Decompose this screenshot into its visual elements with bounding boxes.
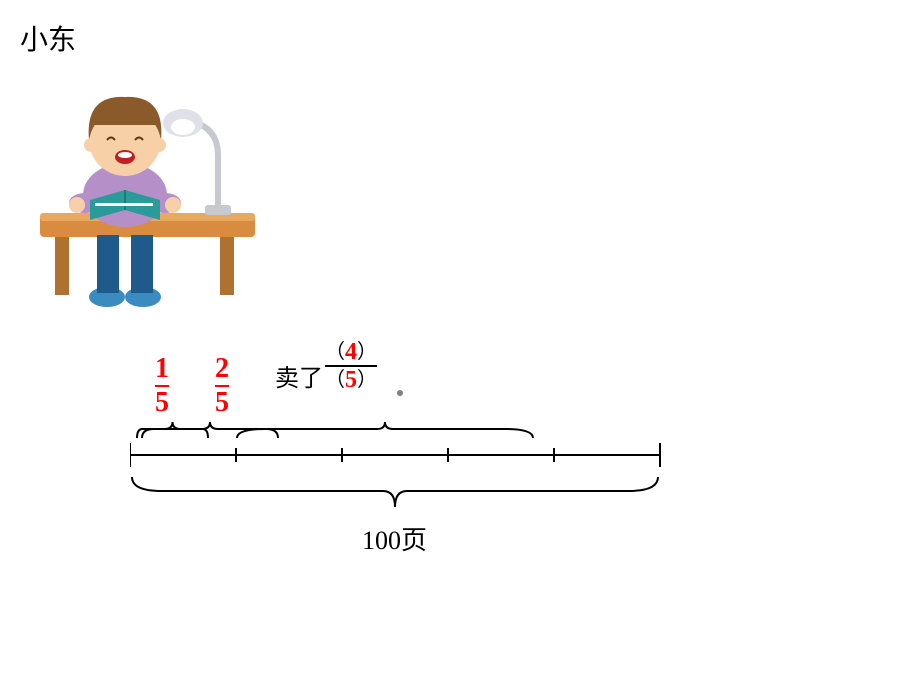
read-label: 卖了 [275,358,323,393]
left-paren: （ [325,370,345,390]
fraction-numerator: 2 [215,355,229,383]
fraction-denominator: 5 [155,389,169,417]
center-dot [397,390,403,396]
result-denominator-row: （ 5 ） [325,368,377,392]
result-denominator: 5 [345,368,357,392]
left-paren: （ [325,342,345,362]
right-paren: ） [357,370,377,390]
result-fraction: （ 4 ） （ 5 ） [325,340,377,392]
right-paren: ） [357,342,377,362]
fraction-denominator: 5 [215,389,229,417]
fraction-one-fifth: 1 5 [155,355,169,417]
result-numerator: 4 [345,340,357,364]
student-name: 小东 [20,18,76,58]
fraction-numerator: 1 [155,355,169,383]
student-reading-illustration [35,55,285,320]
brace-total [130,475,660,516]
result-numerator-row: （ 4 ） [325,340,377,364]
total-pages-label: 100页 [362,520,427,557]
fraction-two-fifths: 2 5 [215,355,229,417]
